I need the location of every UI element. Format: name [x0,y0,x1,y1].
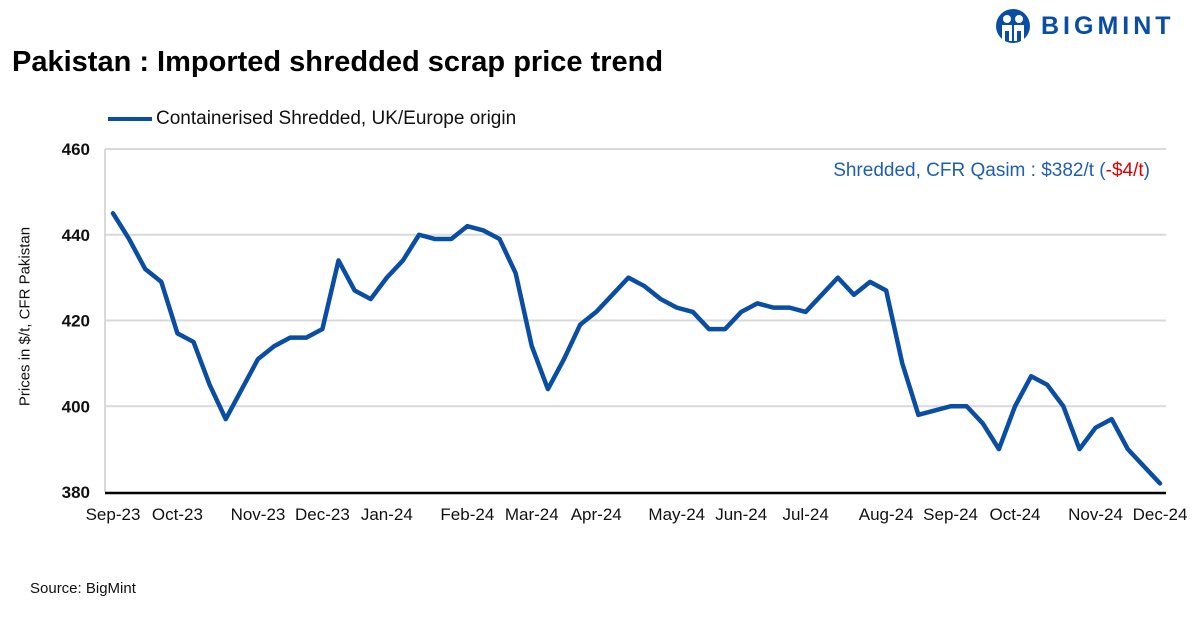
y-tick-label: 440 [62,226,90,245]
chart-title: Pakistan : Imported shredded scrap price… [12,46,664,78]
x-tick-label: Mar-24 [505,505,559,524]
x-tick-label: Apr-24 [571,505,622,524]
x-tick-label: Sep-23 [86,505,141,524]
x-tick-label: Dec-23 [295,505,350,524]
price-annotation: Shredded, CFR Qasim : $382/t (-$4/t) [833,160,1150,182]
annotation-suffix: ) [1143,160,1150,181]
x-tick-label: Jan-24 [361,505,413,524]
x-tick-label: Jul-24 [782,505,828,524]
logo-people-icon [996,9,1030,43]
x-tick-label: Feb-24 [440,505,494,524]
x-tick-label: Aug-24 [859,505,914,524]
annotation-change: -$4/t [1105,160,1144,181]
y-tick-label: 400 [62,397,90,416]
legend-swatch [108,117,152,121]
annotation-text: Shredded, CFR Qasim : $382/t ( [833,160,1106,181]
x-tick-label: Jun-24 [715,505,767,524]
series-line [110,211,1163,486]
legend-label: Containerised Shredded, UK/Europe origin [156,108,517,129]
x-tick-label: Nov-23 [231,505,286,524]
x-tick-label: Oct-23 [152,505,203,524]
x-tick-label: May-24 [648,505,705,524]
legend: Containerised Shredded, UK/Europe origin [108,108,516,130]
x-tick-label: Sep-24 [923,505,978,524]
y-tick-label: 420 [62,312,90,331]
bigmint-logo: BIGMINT [995,8,1175,44]
logo-text: BIGMINT [1041,11,1175,40]
x-tick-label: Dec-24 [1133,505,1188,524]
x-tick-label: Oct-24 [990,505,1041,524]
x-tick-label: Nov-24 [1068,505,1123,524]
source-note: Source: BigMint [30,580,136,597]
y-tick-label: 460 [62,140,90,159]
y-tick-label: 380 [62,483,90,502]
